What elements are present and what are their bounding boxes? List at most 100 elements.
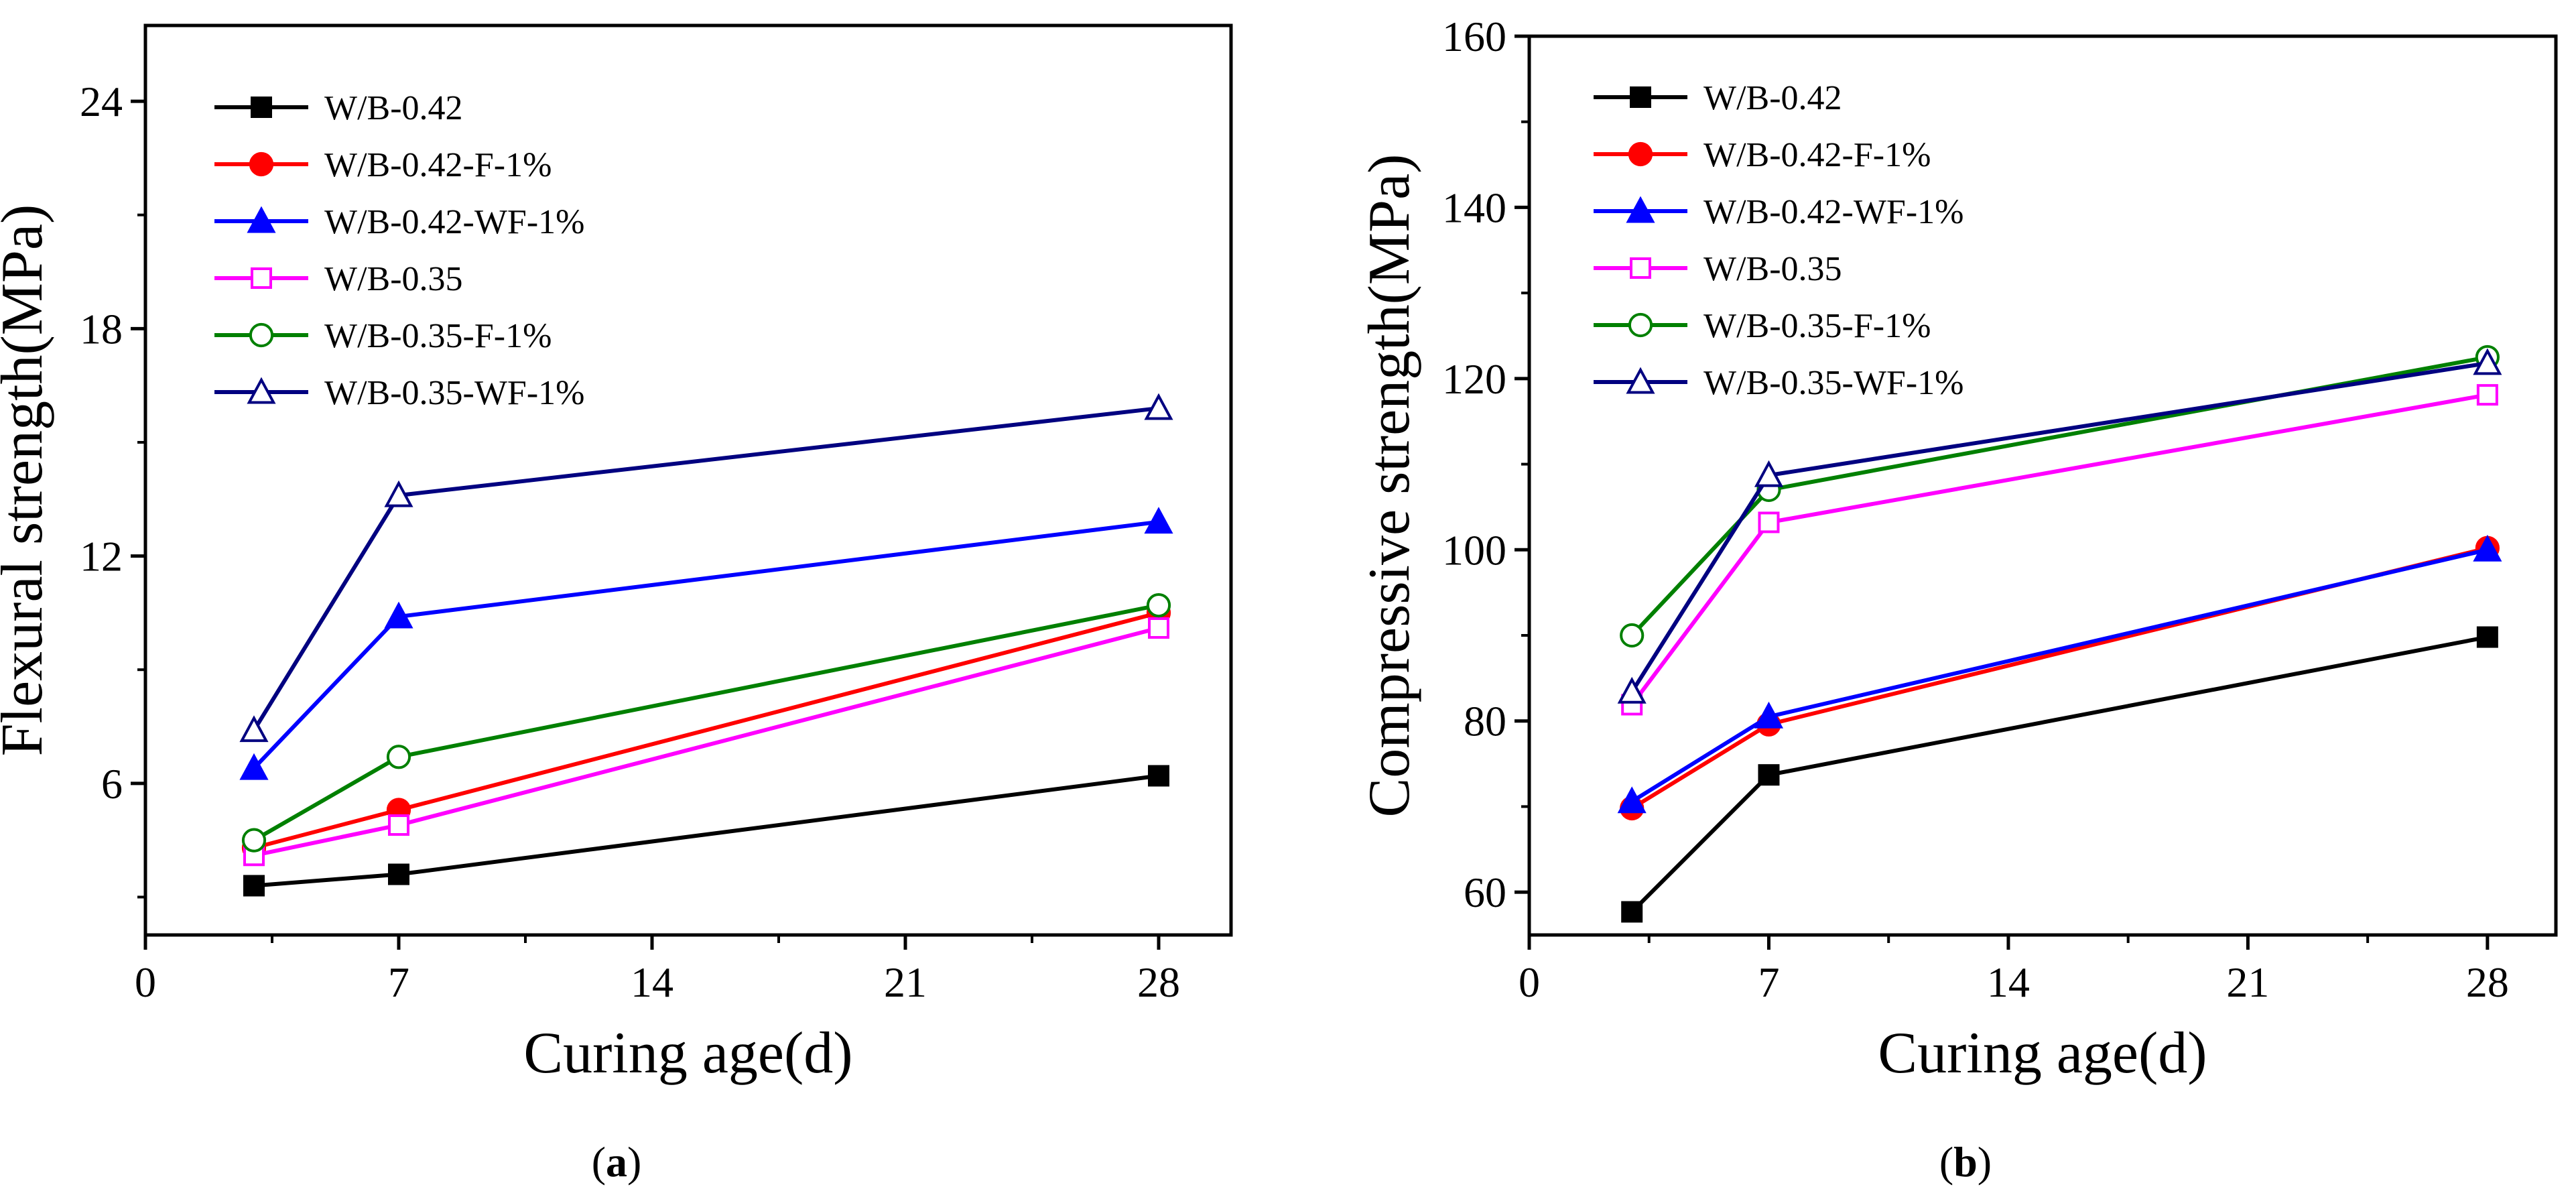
data-point <box>1617 676 1647 704</box>
subfigure-label: (b) <box>1939 1138 1992 1186</box>
legend-marker <box>247 206 276 233</box>
legend-label: W/B-0.35-F-1% <box>1703 307 1931 345</box>
data-point <box>1754 701 1784 729</box>
data-point <box>1617 786 1647 814</box>
x-tick-label: 0 <box>1519 958 1540 1006</box>
legend-marker <box>1626 196 1655 223</box>
series-6 <box>1617 348 2502 704</box>
plot-frame <box>1527 34 2558 937</box>
y-tick-label: 100 <box>1442 526 1506 574</box>
legend-marker <box>251 97 272 118</box>
legend-entry: W/B-0.42-F-1% <box>1594 136 1931 174</box>
y-tick-label: 80 <box>1464 698 1506 745</box>
chart-panel-a: 0 7 14 21 28 6 12 18 24 Curing age(d) Flexural str… <box>0 23 1233 1186</box>
legend-marker <box>1628 312 1653 338</box>
legend-label: W/B-0.35-WF-1% <box>1703 364 1963 402</box>
data-point <box>1621 901 1643 923</box>
data-point <box>2476 626 2498 648</box>
legend-marker <box>1628 141 1653 167</box>
data-point <box>384 480 413 507</box>
chart-panel-b: 0 7 14 21 28 60 80 100 120 140 160 Curing age(d) Com… <box>1357 13 2558 1186</box>
series-3 <box>239 507 1173 780</box>
x-tick-label: 14 <box>1987 958 2030 1006</box>
data-point <box>243 875 265 897</box>
series-4 <box>243 617 1169 867</box>
subfigure-label: (a) <box>592 1138 642 1186</box>
data-point <box>1144 393 1173 420</box>
y-tick-label: 60 <box>1464 869 1506 916</box>
data-point <box>388 863 409 885</box>
legend-marker <box>1630 86 1651 108</box>
legend-entry: W/B-0.42 <box>214 89 463 127</box>
x-tick-label: 7 <box>388 958 409 1006</box>
plot-frame <box>143 23 1233 937</box>
legend-entry: W/B-0.42-WF-1% <box>1594 193 1963 231</box>
data-point <box>241 828 267 853</box>
legend-entry: W/B-0.42 <box>1594 79 1842 117</box>
legend-label: W/B-0.42 <box>324 89 463 127</box>
legend-marker <box>249 151 274 177</box>
data-point <box>239 715 269 743</box>
legend-marker <box>249 322 274 348</box>
data-point <box>1758 764 1780 786</box>
series-2 <box>241 601 1171 861</box>
x-tick-label: 28 <box>1137 958 1180 1006</box>
legend-label: W/B-0.42-WF-1% <box>1703 193 1963 231</box>
y-tick-label: 12 <box>80 533 123 580</box>
data-point <box>1758 511 1780 533</box>
legend-label: W/B-0.35-F-1% <box>324 317 552 355</box>
series-line <box>252 406 1159 732</box>
legend-entry: W/B-0.35 <box>1594 250 1842 288</box>
series-line <box>1630 393 2488 706</box>
legend-label: W/B-0.42-WF-1% <box>324 203 584 241</box>
y-tick-label: 18 <box>80 305 123 353</box>
series-1 <box>1621 626 2498 923</box>
x-tick-label: 28 <box>2466 958 2509 1006</box>
x-tick-label: 0 <box>135 958 156 1006</box>
legend-entry: W/B-0.35 <box>214 260 463 298</box>
legend-marker <box>1630 257 1651 279</box>
data-point <box>1146 592 1171 618</box>
data-point <box>2473 534 2502 562</box>
legend-label: W/B-0.35-WF-1% <box>324 374 584 412</box>
y-axis-label: Flexural strength(MPa) <box>0 204 55 757</box>
legend-marker <box>251 267 272 289</box>
x-tick-label: 7 <box>1758 958 1779 1006</box>
series-1 <box>243 765 1169 897</box>
legend-entry: W/B-0.35-WF-1% <box>214 374 584 412</box>
y-tick-label: 160 <box>1442 13 1506 60</box>
y-tick-label: 24 <box>80 78 123 125</box>
series-6 <box>239 393 1173 743</box>
legend-entry: W/B-0.35-F-1% <box>214 317 552 355</box>
x-axis-label: Curing age(d) <box>1878 1021 2207 1086</box>
legend-entry: W/B-0.42-F-1% <box>214 146 552 184</box>
legend-label: W/B-0.42-F-1% <box>324 146 552 184</box>
legend-marker <box>1626 367 1655 394</box>
x-axis-label: Curing age(d) <box>523 1021 852 1086</box>
x-tick-label: 21 <box>884 958 927 1006</box>
data-point <box>239 753 269 780</box>
series-3 <box>1617 534 2502 814</box>
legend-entry: W/B-0.42-WF-1% <box>214 203 584 241</box>
data-point <box>1620 623 1645 648</box>
x-tick-label: 21 <box>2226 958 2269 1006</box>
y-axis-label: Compressive strength(MPa) <box>1357 154 1422 818</box>
y-tick-label: 140 <box>1442 184 1506 231</box>
legend: W/B-0.42 W/B-0.42-F-1% W/B-0.42-WF-1% W/B-0… <box>214 89 584 412</box>
data-point <box>1144 507 1173 534</box>
legend-marker <box>247 377 276 404</box>
legend-label: W/B-0.42-F-1% <box>1703 136 1931 174</box>
data-point <box>1148 765 1169 787</box>
data-point <box>386 745 411 769</box>
legend: W/B-0.42 W/B-0.42-F-1% W/B-0.42-WF-1% W/B-0… <box>1594 79 1963 402</box>
data-point <box>388 814 409 836</box>
series-5 <box>241 592 1171 853</box>
data-point <box>1148 617 1169 639</box>
y-tick-label: 6 <box>101 760 123 808</box>
series-line <box>1630 548 2488 804</box>
legend-label: W/B-0.35 <box>324 260 463 298</box>
data-point <box>1754 460 1784 487</box>
data-point <box>384 601 413 629</box>
legend-label: W/B-0.42 <box>1703 79 1842 117</box>
